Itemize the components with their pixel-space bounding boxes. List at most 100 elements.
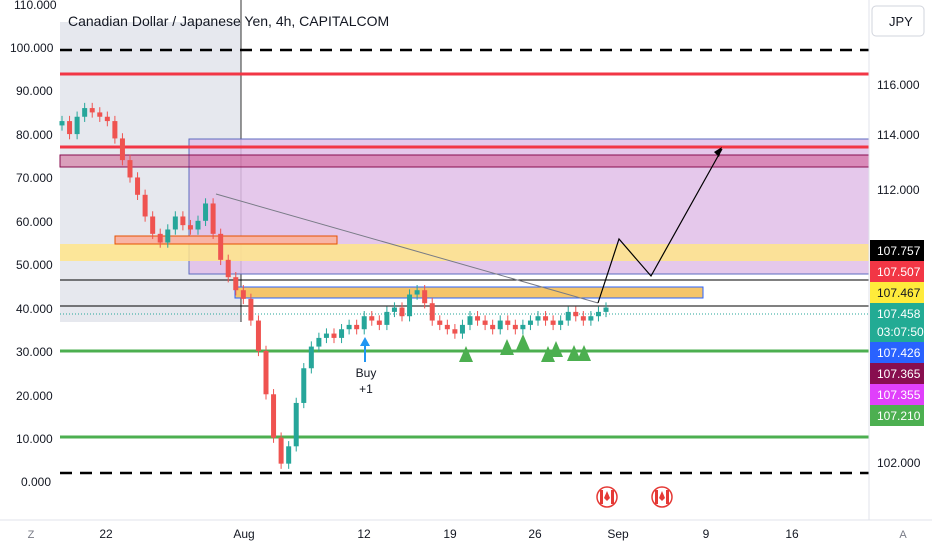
candle-body [339,329,345,338]
candle-body [422,290,428,304]
candle-body [180,216,186,226]
time-axis-tick: 19 [443,527,457,541]
candle-body [150,216,156,234]
candle-body [225,259,231,278]
candle-body [323,333,329,338]
candle-body [59,121,65,126]
canada-flag-icon[interactable] [651,486,673,508]
signal-triangle[interactable] [459,346,473,362]
price-badge [870,261,924,282]
candle-body [263,350,269,395]
price-badge [870,384,924,405]
candle-body [535,316,541,321]
time-axis-tick: 12 [357,527,371,541]
candle-body [588,316,594,321]
signal-triangle[interactable] [541,346,555,362]
time-axis-tick: 16 [785,527,799,541]
left-axis-tick: 10.000 [16,432,53,446]
left-axis-tick: 50.000 [16,258,53,272]
candle-body [520,324,526,330]
auto-scale-toggle[interactable]: A [899,529,907,541]
orange-zone-small[interactable] [114,235,338,245]
currency-label: JPY [889,14,913,29]
price-badge [870,240,924,261]
candle-body [429,303,435,321]
candle-body [467,316,473,325]
candle-body [157,233,163,243]
candle-body [74,116,80,135]
left-axis-tick: 110.000 [14,0,57,12]
buy-count: +1 [359,382,373,396]
left-axis-tick: 30.000 [16,345,53,359]
left-axis-tick: 60.000 [16,215,53,229]
price-badge-label: 107.507 [877,265,921,279]
price-badge-label: 107.467 [877,286,921,300]
candle-body [331,333,337,338]
canada-flag-icon[interactable] [596,486,618,508]
candle-body [354,324,360,330]
candle-body [376,320,382,325]
chart-title: Canadian Dollar / Japanese Yen, 4h, CAPI… [68,13,389,29]
candle-body [308,346,314,369]
candle-body [97,112,103,117]
right-axis-tick: 116.000 [877,78,920,92]
candle-body [384,311,390,325]
candle-body [437,320,443,325]
orange-zone-wide[interactable] [234,286,704,299]
candle-body [301,368,307,403]
candle-body [399,307,405,317]
time-axis-tick: 9 [703,527,710,541]
candle-body [565,311,571,321]
price-badge-label: 107.458 [877,307,921,321]
right-axis-tick: 112.000 [877,183,920,197]
candle-body [195,220,201,230]
candle-body [459,324,465,334]
trend-line[interactable] [215,193,599,304]
price-badge [870,282,924,303]
signal-triangle[interactable] [500,339,514,355]
candle-body [255,320,261,351]
left-axis-tick: 80.000 [16,128,53,142]
candle-body [218,233,224,260]
countdown-label: 03:07:50 [877,325,924,339]
price-badge-label: 107.365 [877,367,921,381]
candle-body [444,324,450,330]
price-badge-label: 107.210 [877,409,921,423]
candle-body [490,324,496,330]
left-axis-tick: 90.000 [16,84,53,98]
buy-arrow-icon[interactable] [360,337,370,346]
left-axis-tick: 100.000 [10,41,54,55]
candle-body [82,108,88,117]
timezone-toggle[interactable]: Z [28,529,35,541]
candle-body [527,320,533,325]
price-badge-label: 107.426 [877,346,921,360]
candle-body [89,108,95,113]
maroon-zone[interactable] [59,154,870,168]
projection-path[interactable] [597,148,723,304]
price-badge-label: 107.757 [877,244,921,258]
candle-body [543,316,549,321]
left-axis-tick: 20.000 [16,389,53,403]
candle-body [210,203,216,234]
candle-body [512,324,518,330]
candle-body [104,116,110,122]
candle-body [293,402,299,447]
signal-triangle[interactable] [516,334,530,350]
signal-triangle[interactable] [549,341,563,357]
candle-body [67,121,73,135]
candle-body [135,177,141,195]
projection-arrowhead [714,147,722,157]
time-axis-tick: 26 [528,527,542,541]
signal-triangle[interactable] [567,345,581,361]
signal-triangle[interactable] [577,345,591,361]
candle-series [59,102,609,469]
candle-body [573,311,579,317]
candle-body [240,290,246,299]
candle-body [127,160,133,178]
yellow-zone[interactable] [60,244,869,261]
candle-body [558,320,564,325]
right-axis-tick: 102.000 [877,456,921,470]
currency-button[interactable] [871,5,925,37]
candle-body [248,298,254,321]
